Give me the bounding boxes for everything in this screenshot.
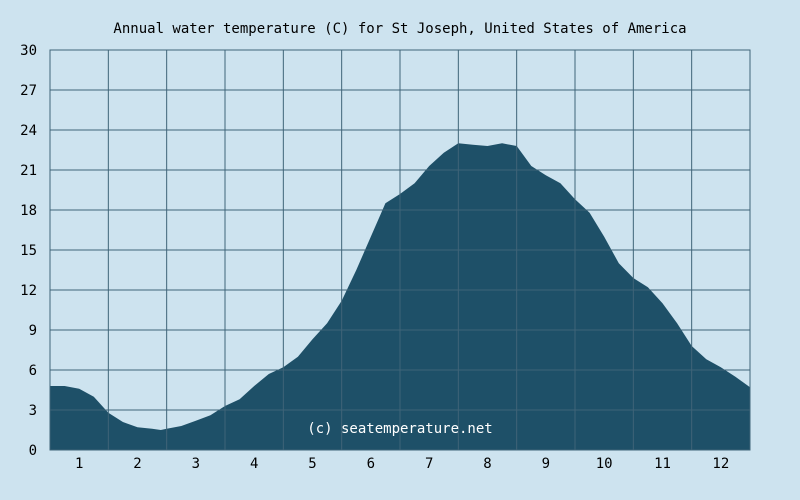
y-tick-label: 21 — [20, 163, 37, 179]
x-tick-label: 4 — [250, 456, 258, 472]
x-tick-label: 10 — [596, 456, 613, 472]
y-tick-label: 27 — [20, 83, 37, 99]
x-tick-label: 5 — [308, 456, 316, 472]
y-tick-label: 30 — [20, 43, 37, 59]
x-tick-label: 12 — [712, 456, 729, 472]
y-tick-label: 12 — [20, 283, 37, 299]
watermark: (c) seatemperature.net — [307, 421, 492, 437]
x-tick-label: 2 — [133, 456, 141, 472]
y-tick-label: 15 — [20, 243, 37, 259]
chart-title: Annual water temperature (C) for St Jose… — [113, 21, 686, 37]
x-tick-label: 1 — [75, 456, 83, 472]
plot-frame — [49, 49, 751, 451]
x-tick-label: 3 — [192, 456, 200, 472]
y-tick-label: 3 — [29, 403, 37, 419]
x-tick-label: 7 — [425, 456, 433, 472]
x-tick-label: 11 — [654, 456, 671, 472]
y-tick-label: 6 — [29, 363, 37, 379]
y-tick-label: 24 — [20, 123, 37, 139]
y-tick-label: 9 — [29, 323, 37, 339]
x-tick-label: 6 — [367, 456, 375, 472]
x-tick-label: 9 — [542, 456, 550, 472]
y-tick-label: 18 — [20, 203, 37, 219]
y-tick-label: 0 — [29, 443, 37, 459]
x-tick-label: 8 — [483, 456, 491, 472]
grid-layer — [49, 49, 751, 451]
